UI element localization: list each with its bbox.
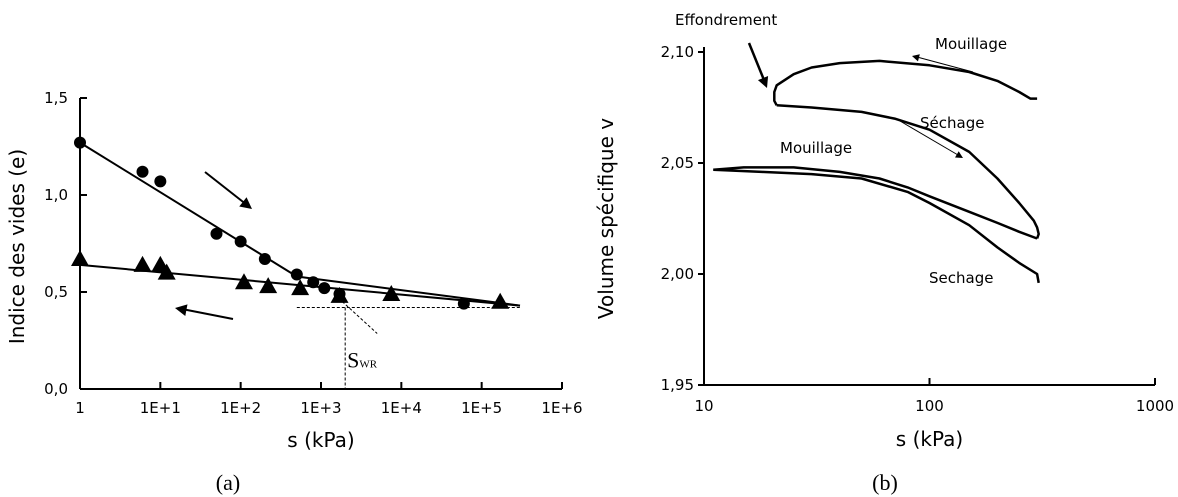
drying-arrow [204, 171, 248, 206]
data-point-circle [154, 175, 167, 188]
sechage-mid-arrow-head [955, 151, 963, 158]
data-point-circle [307, 276, 320, 289]
caption-b: (b) [872, 470, 898, 495]
panel-a: 1 1E+1 1E+2 1E+3 1E+4 1E+5 1E+6 0,0 0,5 1,0 1,5 s (… [5, 89, 583, 452]
data-point-triangle [234, 273, 253, 290]
data-point-triangle [382, 284, 401, 301]
data-point-triangle [491, 292, 510, 309]
curve-upper-mouillage [773, 59, 1038, 106]
y-tick-label: 1,0 [44, 186, 68, 204]
effondrement-arrow [747, 42, 766, 81]
fit-line [296, 275, 521, 307]
y-tick-label: 2,00 [661, 265, 694, 283]
x-tick-label: 100 [915, 397, 944, 415]
data-point-triangle [133, 255, 152, 272]
wetting-arrow-head [175, 304, 188, 316]
data-point-circle [290, 268, 303, 281]
mouillage-top-arrow-head [912, 54, 920, 62]
sechage-mid-arrow [899, 120, 959, 156]
label-mouillage-top: Mouillage [935, 35, 1007, 53]
label-effondrement: Effondrement [675, 11, 777, 29]
data-point-triangle [71, 250, 89, 267]
data-point-circle [210, 227, 223, 240]
x-tick-label: 1E+1 [140, 399, 181, 417]
x-axis-label: s (kPa) [896, 427, 963, 451]
y-tick-label: 2,05 [661, 154, 694, 172]
x-axis-label: s (kPa) [287, 428, 354, 452]
y-tick-label: 1,5 [44, 89, 68, 107]
data-point-circle [258, 253, 271, 266]
effondrement-arrow-head [757, 76, 769, 88]
swr-tangent-line [341, 301, 378, 334]
swr-label-subscript: WR [359, 359, 377, 371]
x-tick-label: 1E+3 [300, 399, 341, 417]
x-tick-label: 1E+2 [220, 399, 261, 417]
wetting-arrow [181, 308, 234, 320]
data-point-triangle [259, 277, 278, 294]
y-tick-label: 1,95 [661, 376, 694, 394]
x-tick-label: 1E+4 [381, 399, 422, 417]
x-tick-label: 1E+5 [461, 399, 502, 417]
y-tick-label: 0,0 [44, 380, 68, 398]
label-sechage-low: Sechage [929, 269, 993, 287]
drying-arrow-head [239, 197, 252, 209]
data-point-circle [136, 165, 149, 178]
data-point-triangle [330, 286, 349, 303]
data-point-circle [234, 235, 247, 248]
swr-label: SWR [347, 348, 378, 373]
y-axis-label: Indice des vides (e) [5, 149, 29, 344]
data-point-triangle [291, 279, 310, 296]
data-point-circle [74, 136, 86, 149]
panel-b: 10 100 1000 1,95 2,00 2,05 2,10 s (kPa) Volume s… [594, 11, 1174, 451]
data-point-circle [318, 282, 331, 295]
x-tick-label: 1000 [1136, 397, 1174, 415]
y-axis-label: Volume spécifique v [594, 118, 618, 319]
label-mouillage-mid: Mouillage [780, 139, 852, 157]
curve-upper-sechage [776, 104, 1040, 239]
y-tick-label: 2,10 [661, 43, 694, 61]
data-point-triangle [157, 263, 176, 280]
caption-a: (a) [216, 470, 240, 495]
y-tick-label: 0,5 [44, 283, 68, 301]
data-point-circle [457, 297, 470, 310]
mouillage-top-arrow [916, 56, 974, 73]
fit-line [79, 141, 298, 278]
curve-lower-mouillage [713, 166, 1038, 240]
x-tick-label: 1E+6 [541, 399, 582, 417]
label-sechage-mid: Séchage [920, 114, 984, 132]
x-tick-label: 1 [75, 399, 85, 417]
x-tick-label: 10 [694, 397, 713, 415]
curve-lower-sechage [713, 168, 1040, 284]
